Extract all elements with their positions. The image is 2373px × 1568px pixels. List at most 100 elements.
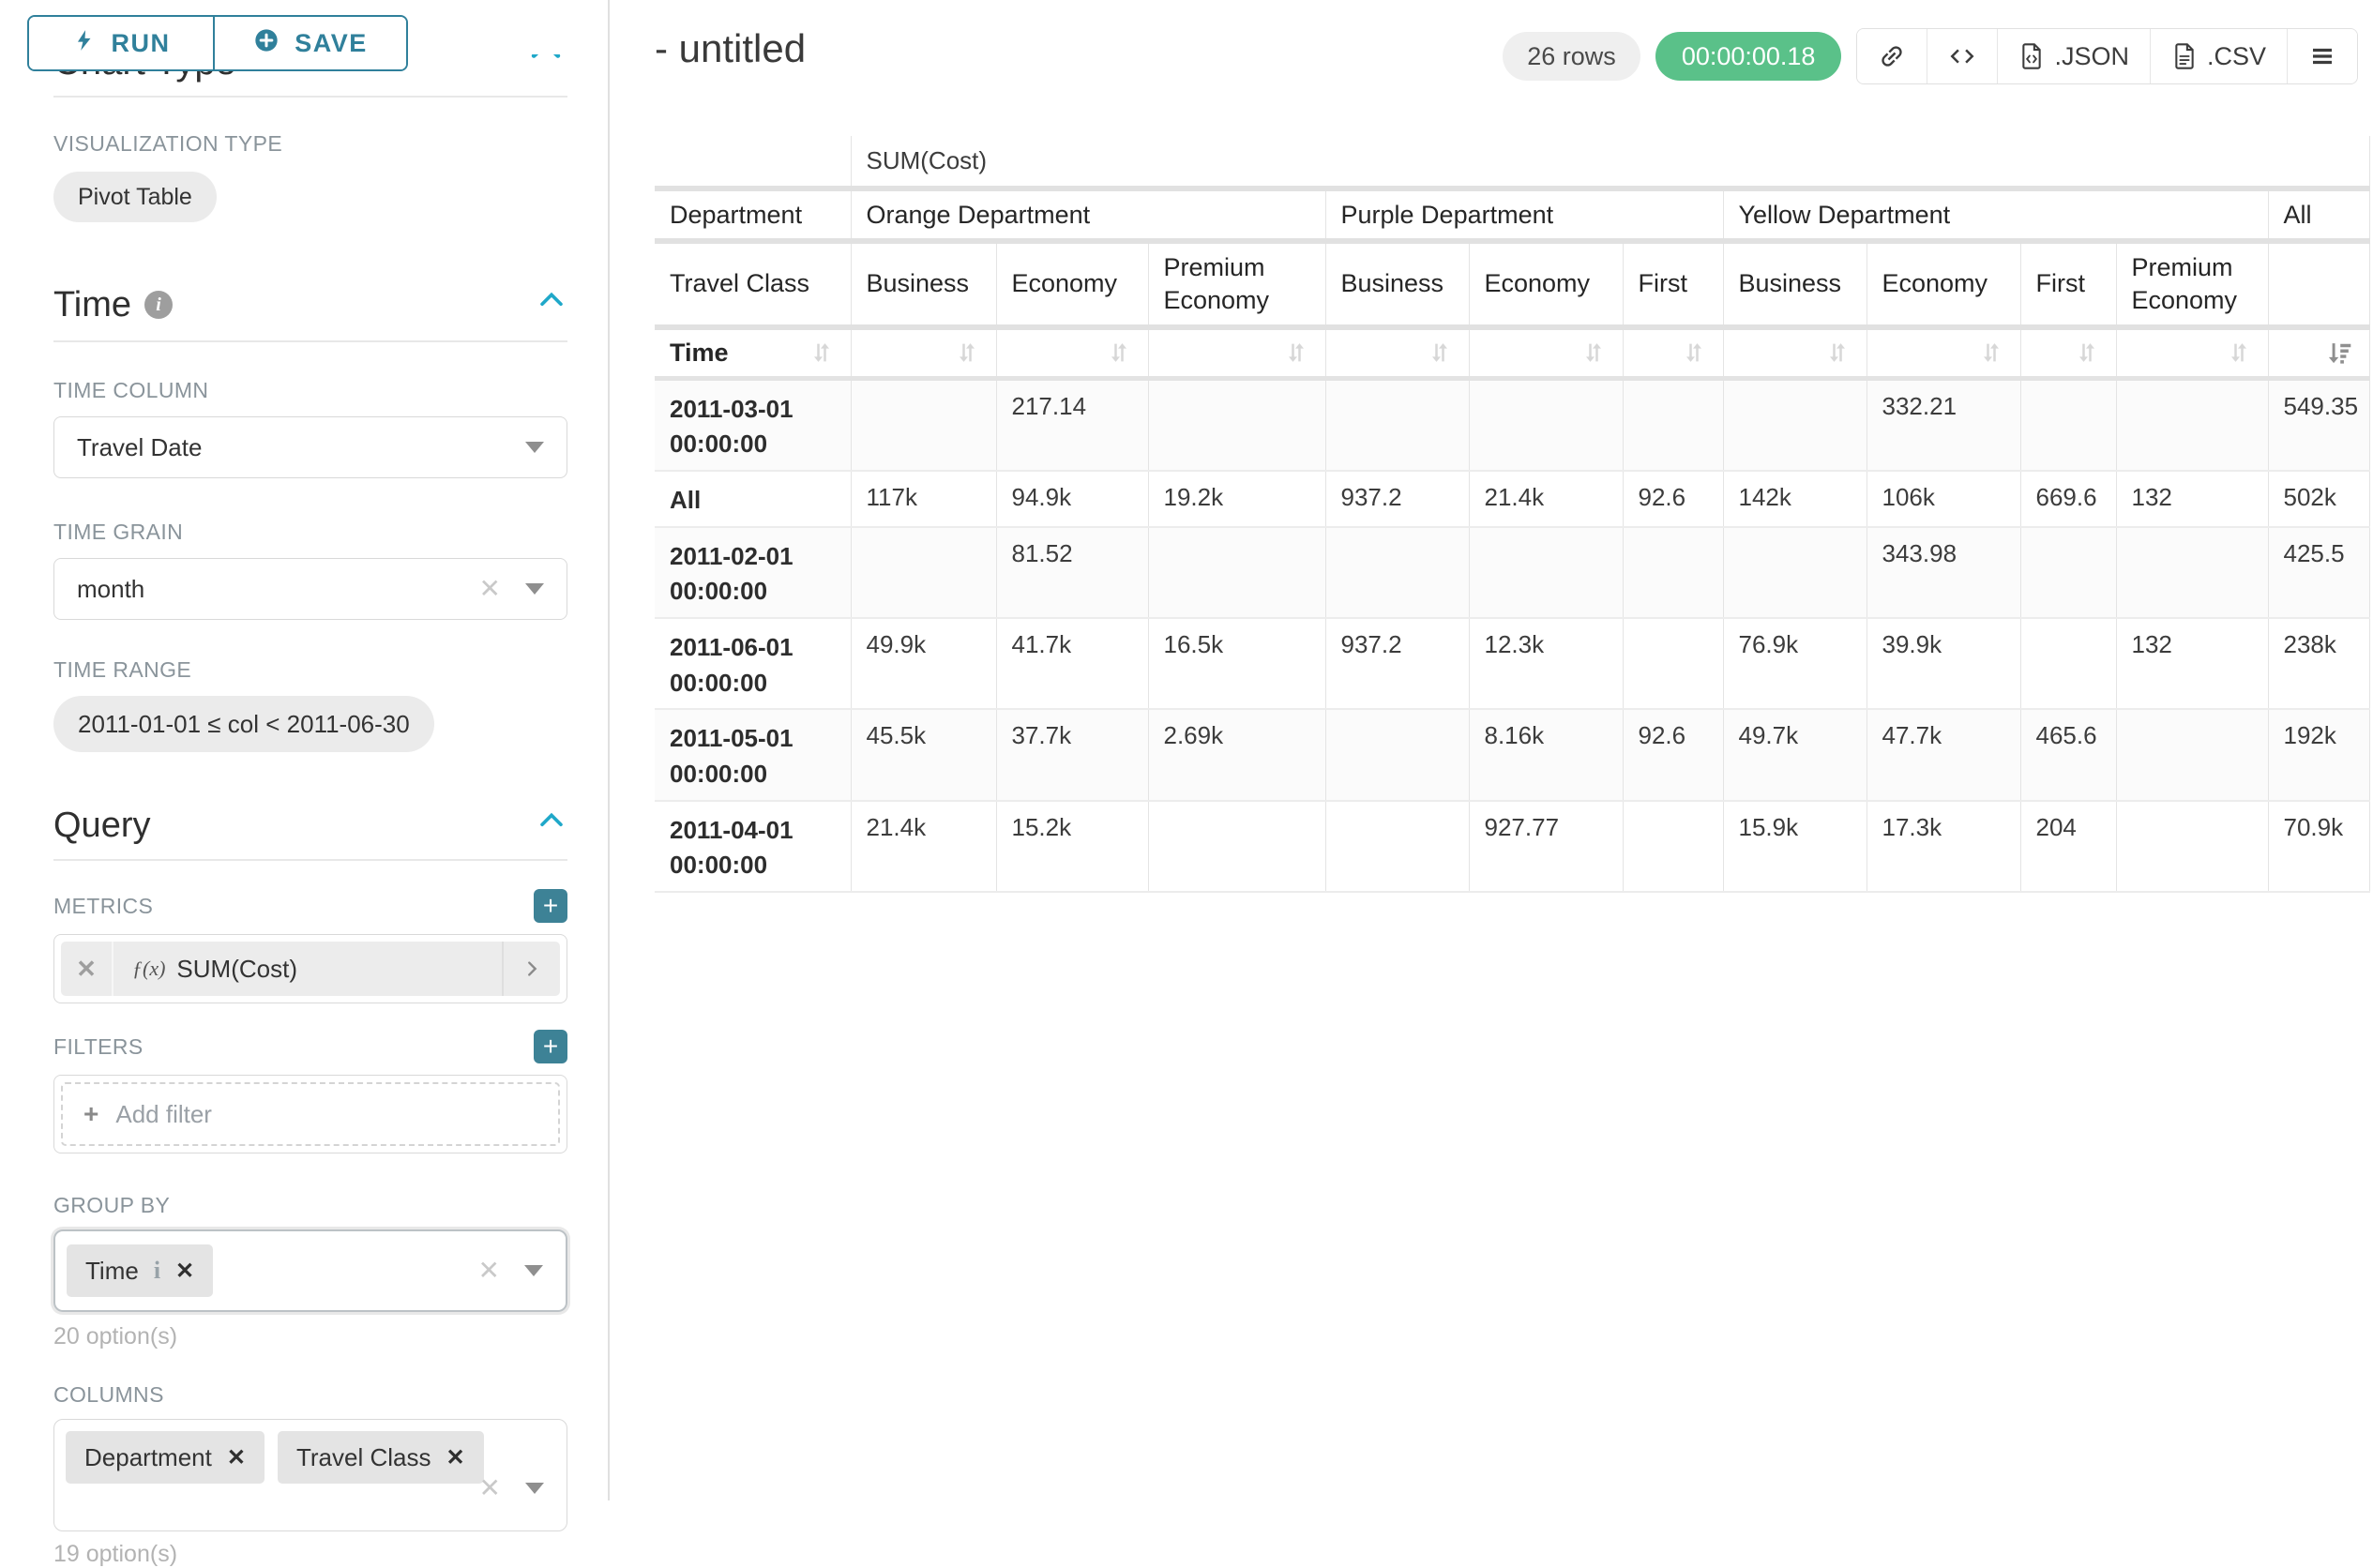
pivot-cell: 45.5k bbox=[851, 709, 997, 802]
sort-cell[interactable] bbox=[2116, 327, 2269, 381]
plus-icon: + bbox=[83, 1099, 99, 1128]
sort-cell[interactable] bbox=[851, 327, 997, 381]
pivot-cell bbox=[1148, 378, 1326, 472]
time-range-label: TIME RANGE bbox=[53, 657, 192, 682]
viz-type-pill[interactable]: Pivot Table bbox=[53, 172, 217, 222]
travel-class-header: Economy bbox=[996, 241, 1149, 330]
time-range-pill[interactable]: 2011-01-01 ≤ col < 2011-06-30 bbox=[53, 696, 434, 752]
sort-cell[interactable] bbox=[1723, 327, 1867, 381]
add-filter-dropzone[interactable]: + Add filter bbox=[61, 1082, 560, 1146]
pivot-cell: 94.9k bbox=[996, 470, 1149, 528]
pivot-cell bbox=[2116, 526, 2269, 619]
lightning-icon bbox=[72, 26, 97, 61]
pivot-cell: 425.5 bbox=[2268, 526, 2370, 619]
clear-icon[interactable]: ✕ bbox=[477, 1256, 500, 1285]
viz-type-label: VISUALIZATION TYPE bbox=[53, 131, 283, 156]
time-section-collapse-icon[interactable] bbox=[536, 284, 567, 325]
file-code-icon bbox=[2022, 43, 2042, 69]
embed-code-button[interactable] bbox=[1927, 29, 1998, 83]
chip-remove-icon[interactable]: ✕ bbox=[446, 1444, 465, 1470]
save-button[interactable]: SAVE bbox=[213, 17, 406, 69]
sort-icon bbox=[1983, 343, 1999, 363]
export-toolbar: .JSON .CSV bbox=[1856, 28, 2358, 84]
pivot-cell: 106k bbox=[1867, 470, 2021, 528]
chevron-down-icon bbox=[524, 1265, 543, 1276]
sort-icon bbox=[959, 343, 975, 363]
pivot-cell: 81.52 bbox=[996, 526, 1149, 619]
columns-chip-travel-class[interactable]: Travel Class ✕ bbox=[277, 1431, 484, 1484]
control-panel: Chart Type RUN SAVE VISUALIZATION TYPE P… bbox=[0, 0, 610, 1567]
clear-icon[interactable]: ✕ bbox=[478, 1473, 501, 1503]
link-icon bbox=[1882, 46, 1903, 67]
columns-select[interactable]: Department ✕ Travel Class ✕ ✕ bbox=[53, 1419, 567, 1531]
add-metric-button[interactable]: + bbox=[534, 889, 567, 923]
sort-cell-time[interactable]: Time bbox=[655, 327, 852, 381]
chip-remove-icon[interactable]: ✕ bbox=[175, 1258, 195, 1284]
chevron-right-icon[interactable] bbox=[502, 942, 560, 996]
department-group-header: Orange Department bbox=[851, 188, 1326, 244]
pivot-cell: 21.4k bbox=[1469, 470, 1624, 528]
divider bbox=[53, 96, 567, 98]
pivot-cell: 16.5k bbox=[1148, 617, 1326, 711]
pivot-cell: 49.9k bbox=[851, 617, 997, 711]
department-group-header: Yellow Department bbox=[1723, 188, 2269, 244]
file-lines-icon bbox=[2175, 43, 2194, 69]
add-filter-plus-button[interactable]: + bbox=[534, 1030, 567, 1063]
columns-chip-department[interactable]: Department ✕ bbox=[66, 1431, 265, 1484]
pivot-cell bbox=[1148, 800, 1326, 894]
sort-cell[interactable] bbox=[1148, 327, 1326, 381]
time-grain-select[interactable]: month ✕ bbox=[53, 558, 567, 620]
chart-type-collapse-icon[interactable] bbox=[525, 54, 578, 71]
row-count-badge: 26 rows bbox=[1503, 32, 1640, 81]
sort-cell[interactable] bbox=[1469, 327, 1624, 381]
remove-metric-icon[interactable]: ✕ bbox=[61, 942, 113, 996]
sort-cell[interactable] bbox=[1867, 327, 2021, 381]
sort-icon bbox=[1288, 343, 1304, 363]
sort-cell[interactable] bbox=[996, 327, 1149, 381]
sort-icon bbox=[1111, 343, 1126, 363]
pivot-cell: 92.6 bbox=[1623, 709, 1724, 802]
pivot-cell bbox=[1325, 378, 1470, 472]
chart-title[interactable]: - untitled bbox=[655, 26, 807, 70]
export-json-button[interactable]: .JSON bbox=[1997, 29, 2150, 83]
chip-remove-icon[interactable]: ✕ bbox=[226, 1444, 246, 1470]
sort-icon bbox=[1431, 343, 1447, 363]
run-button[interactable]: RUN bbox=[29, 17, 213, 69]
pivot-cell: 238k bbox=[2268, 617, 2370, 711]
query-timer-badge: 00:00:00.18 bbox=[1655, 32, 1842, 81]
row-header: 2011-03-01 00:00:00 bbox=[655, 378, 852, 472]
chevron-down-icon bbox=[525, 583, 544, 595]
travel-class-header: First bbox=[1623, 241, 1724, 330]
pivot-cell bbox=[1623, 800, 1724, 894]
chart-header: - untitled 26 rows 00:00:00.18 .JSON bbox=[610, 0, 2373, 136]
travel-class-header: Business bbox=[851, 241, 997, 330]
pivot-cell bbox=[1469, 526, 1624, 619]
query-section-collapse-icon[interactable] bbox=[536, 805, 567, 846]
pivot-cell: 204 bbox=[2020, 800, 2117, 894]
sort-icon bbox=[2230, 343, 2246, 363]
menu-button[interactable] bbox=[2287, 29, 2357, 83]
pivot-cell: 47.7k bbox=[1867, 709, 2021, 802]
sort-cell[interactable] bbox=[1325, 327, 1470, 381]
metric-pill[interactable]: ✕ ƒ(x) SUM(Cost) bbox=[61, 942, 560, 996]
sort-row: Time bbox=[655, 327, 2370, 381]
copy-link-button[interactable] bbox=[1857, 29, 1927, 83]
columns-option-count: 19 option(s) bbox=[53, 1541, 178, 1567]
pivot-cell: 41.7k bbox=[996, 617, 1149, 711]
pivot-cell bbox=[2020, 617, 2117, 711]
pivot-cell: 117k bbox=[851, 470, 997, 528]
group-by-label: GROUP BY bbox=[53, 1193, 171, 1217]
department-group-header: All bbox=[2268, 188, 2370, 244]
group-by-select[interactable]: Time i ✕ ✕ bbox=[53, 1229, 567, 1312]
time-column-select[interactable]: Travel Date bbox=[53, 416, 567, 478]
sort-cell[interactable] bbox=[2268, 327, 2370, 381]
group-by-chip-time[interactable]: Time i ✕ bbox=[67, 1244, 214, 1297]
pivot-cell bbox=[1148, 526, 1326, 619]
clear-icon[interactable]: ✕ bbox=[478, 574, 501, 603]
pivot-cell: 37.7k bbox=[996, 709, 1149, 802]
sort-cell[interactable] bbox=[1623, 327, 1724, 381]
sort-icon bbox=[1829, 343, 1845, 363]
department-label: Department bbox=[655, 188, 852, 244]
sort-cell[interactable] bbox=[2020, 327, 2117, 381]
export-csv-button[interactable]: .CSV bbox=[2149, 29, 2287, 83]
